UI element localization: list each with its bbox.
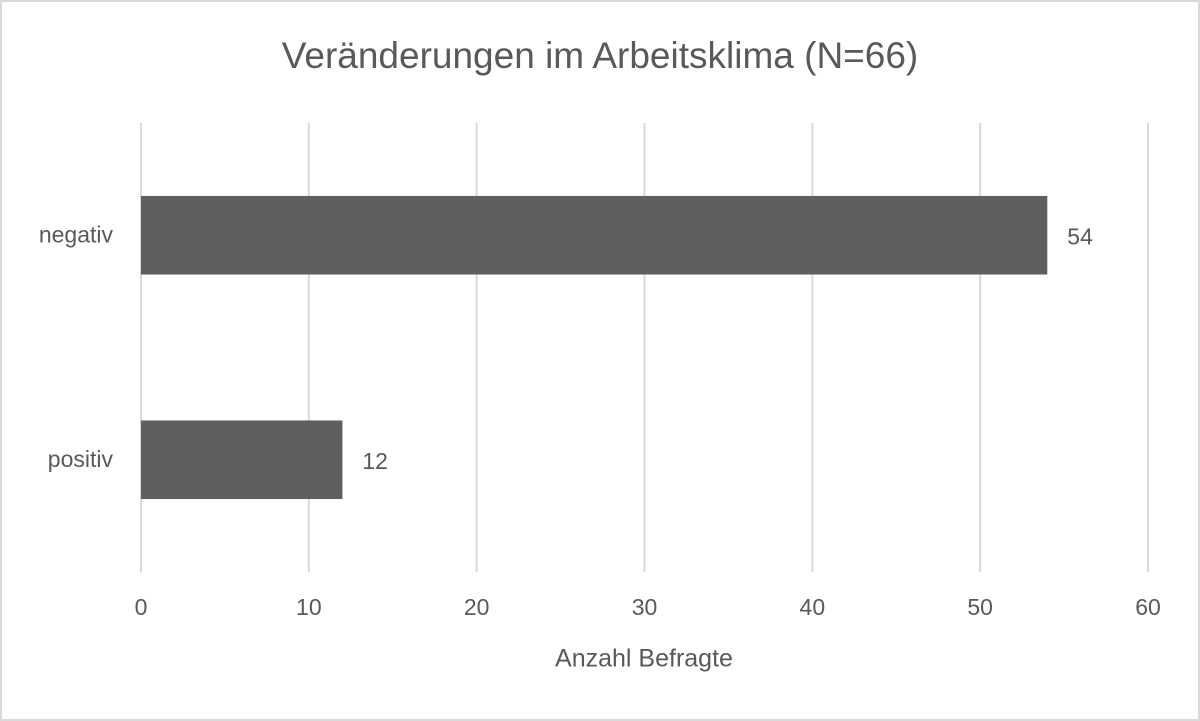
data-label: 54 xyxy=(1067,223,1093,249)
x-tick-label: 20 xyxy=(464,594,490,620)
x-tick-label: 30 xyxy=(632,594,658,620)
x-tick-label: 40 xyxy=(800,594,826,620)
bar xyxy=(141,420,343,500)
x-tick-label: 0 xyxy=(135,594,148,620)
x-axis-label: Anzahl Befragte xyxy=(555,645,733,673)
y-tick-label: positiv xyxy=(48,446,114,472)
x-tick-label: 50 xyxy=(967,594,993,620)
bar xyxy=(141,195,1048,275)
data-label: 12 xyxy=(362,448,388,474)
chart-title: Veränderungen im Arbeitsklima (N=66) xyxy=(282,35,919,76)
x-tick-label: 60 xyxy=(1135,594,1161,620)
y-tick-label: negativ xyxy=(39,221,114,247)
x-tick-label: 10 xyxy=(296,594,322,620)
